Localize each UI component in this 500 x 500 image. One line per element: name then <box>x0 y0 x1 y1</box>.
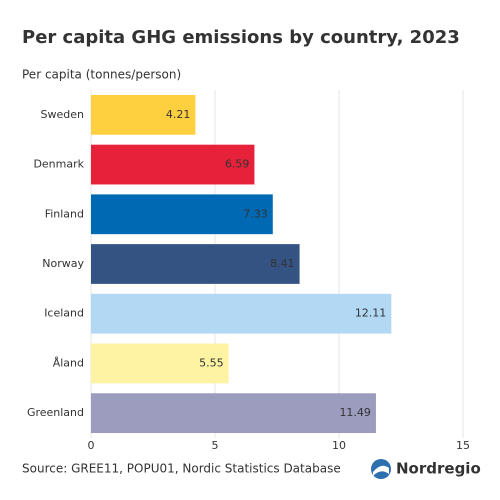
value-label: 7.33 <box>243 207 268 220</box>
y-tick-label: Denmark <box>33 158 84 171</box>
bar <box>91 393 376 434</box>
logo-text: Nordregio <box>396 460 481 478</box>
logo-icon <box>371 459 391 479</box>
axis-label: Per capita (tonnes/person) <box>22 68 181 82</box>
x-tick-label: 15 <box>456 439 470 452</box>
chart-title: Per capita GHG emissions by country, 202… <box>22 27 460 48</box>
logo-wave <box>373 465 389 476</box>
value-label: 12.11 <box>355 307 387 320</box>
value-label: 4.21 <box>166 108 191 121</box>
y-tick-label: Iceland <box>44 307 84 320</box>
y-tick-label: Norway <box>42 257 84 270</box>
y-tick-label: Åland <box>53 356 84 369</box>
bar <box>91 94 196 135</box>
value-label: 6.59 <box>225 158 250 171</box>
bar <box>91 144 255 185</box>
x-tick-label: 5 <box>212 439 219 452</box>
value-label: 5.55 <box>199 356 224 369</box>
value-label: 11.49 <box>339 406 371 419</box>
x-tick-label: 10 <box>332 439 346 452</box>
bar <box>91 343 229 384</box>
value-label: 8.41 <box>270 257 295 270</box>
bar <box>91 244 300 284</box>
x-tick-label: 0 <box>88 439 95 452</box>
bar <box>91 293 392 334</box>
source: Source: GREE11, POPU01, Nordic Statistic… <box>22 462 341 476</box>
y-tick-label: Finland <box>45 207 84 220</box>
bar <box>91 194 273 235</box>
y-tick-label: Greenland <box>27 406 84 419</box>
y-tick-label: Sweden <box>41 108 84 121</box>
